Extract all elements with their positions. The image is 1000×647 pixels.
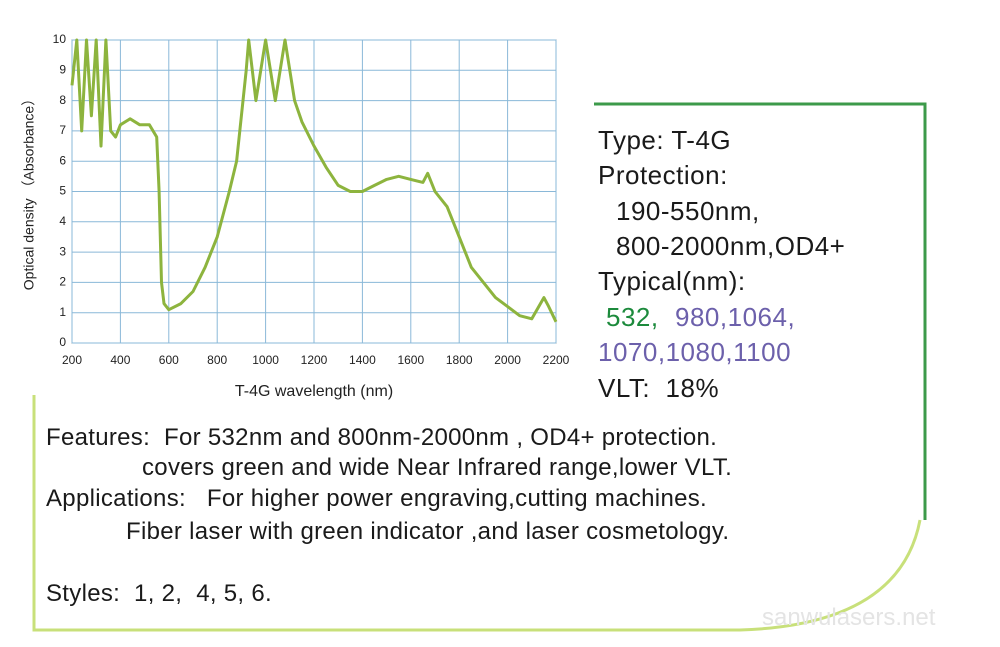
x-tick-label: 600 xyxy=(159,353,179,367)
y-tick-label: 7 xyxy=(59,123,66,137)
y-tick-label: 4 xyxy=(59,214,66,228)
data-line xyxy=(70,38,558,323)
spec-line: Typical(nm): xyxy=(598,266,746,296)
y-tick-label: 1 xyxy=(59,305,66,319)
y-tick-label: 2 xyxy=(59,275,66,289)
x-tick-label: 800 xyxy=(207,353,227,367)
frame-top xyxy=(594,102,927,520)
desc-line: Features: For 532nm and 800nm-2000nm , O… xyxy=(46,424,718,451)
y-tick-label: 10 xyxy=(53,32,67,46)
x-tick-label: 1600 xyxy=(397,353,424,367)
spec-line: 190-550nm, xyxy=(616,196,760,226)
desc-line: Styles: 1, 2, 4, 5, 6. xyxy=(46,580,272,607)
y-tick-label: 8 xyxy=(59,93,66,107)
y-tick-label: 0 xyxy=(59,335,66,349)
typical-purple: 980,1064, xyxy=(675,302,796,332)
desc-line: Fiber laser with green indicator ,and la… xyxy=(126,518,730,545)
x-tick-label: 2000 xyxy=(494,353,521,367)
typical-green: 532, xyxy=(606,302,659,332)
spec-line: 800-2000nm,OD4+ xyxy=(616,231,846,261)
x-tick-label: 2200 xyxy=(543,353,570,367)
y-tick-label: 3 xyxy=(59,244,66,258)
typical-purple: 1070,1080,1100 xyxy=(598,337,792,367)
vlt: VLT: 18% xyxy=(598,373,720,403)
y-tick-label: 6 xyxy=(59,153,66,167)
frame-bottom xyxy=(32,395,922,632)
y-axis-label: Optical density （Absorbance） xyxy=(21,92,37,290)
y-tick-label: 5 xyxy=(59,184,66,198)
x-tick-label: 1400 xyxy=(349,353,376,367)
x-tick-label: 200 xyxy=(62,353,82,367)
watermark: sanwulasers.net xyxy=(762,604,936,631)
x-tick-label: 400 xyxy=(110,353,130,367)
spec-line: Type: T-4G xyxy=(598,125,732,155)
x-axis-label: T-4G wavelength (nm) xyxy=(235,383,393,400)
x-tick-label: 1200 xyxy=(301,353,328,367)
desc-line: covers green and wide Near Infrared rang… xyxy=(142,454,733,481)
spec-line: Protection: xyxy=(598,160,728,190)
x-tick-label: 1800 xyxy=(446,353,473,367)
y-tick-label: 9 xyxy=(59,62,66,76)
x-tick-label: 1000 xyxy=(252,353,279,367)
desc-line: Applications: For higher power engraving… xyxy=(46,485,708,512)
